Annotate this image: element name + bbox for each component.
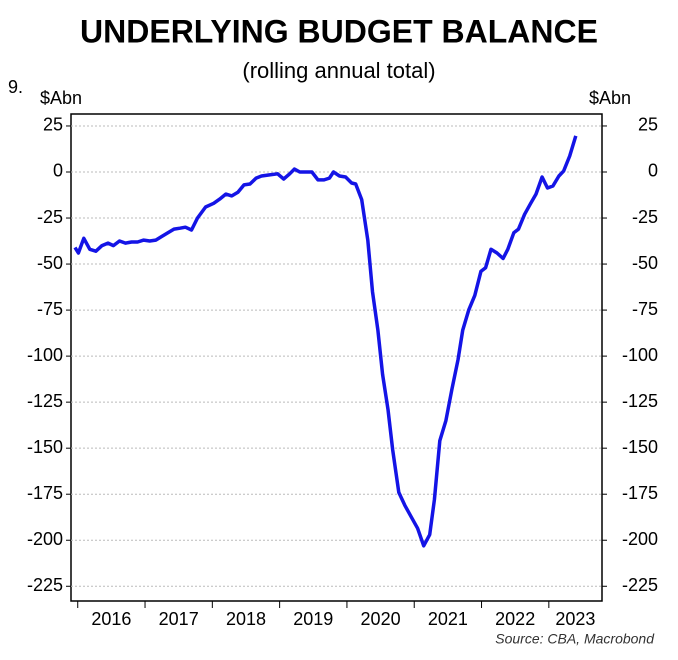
y-tick-label: 25 <box>43 115 63 135</box>
chart-title: UNDERLYING BUDGET BALANCE <box>80 13 598 49</box>
y2-axis-label: $Abn <box>589 88 631 108</box>
x-tick-label: 2022 <box>495 609 535 629</box>
line-series <box>73 135 578 548</box>
y2-tick-label: -25 <box>632 207 658 227</box>
y-tick-label: -150 <box>27 437 63 457</box>
y-tick-label: -75 <box>37 299 63 319</box>
y2-tick-label: -150 <box>622 437 658 457</box>
y2-tick-label: -75 <box>632 299 658 319</box>
y2-tick-label: -225 <box>622 575 658 595</box>
y-tick-label: -25 <box>37 207 63 227</box>
x-tick-label: 2018 <box>226 609 266 629</box>
y2-tick-label: -100 <box>622 345 658 365</box>
y2-tick-label: 25 <box>638 115 658 135</box>
y2-tick-label: -50 <box>632 253 658 273</box>
y-tick-label: -200 <box>27 529 63 549</box>
y-tick-label: -50 <box>37 253 63 273</box>
y-tick-label: 0 <box>53 161 63 181</box>
y-tick-label: -125 <box>27 391 63 411</box>
y-axis-label: $Abn <box>40 88 82 108</box>
plot-frame <box>70 113 603 602</box>
x-tick-label: 2016 <box>91 609 131 629</box>
y-tick-label: -100 <box>27 345 63 365</box>
chart-number: 9. <box>8 77 23 97</box>
x-tick-label: 2017 <box>159 609 199 629</box>
y2-tick-label: -175 <box>622 483 658 503</box>
y2-tick-label: -200 <box>622 529 658 549</box>
x-tick-label: 2020 <box>361 609 401 629</box>
y-tick-label: -225 <box>27 575 63 595</box>
source-note: Source: CBA, Macrobond <box>495 631 655 647</box>
x-tick-label: 2019 <box>293 609 333 629</box>
chart-subtitle: (rolling annual total) <box>242 58 435 83</box>
y2-tick-label: 0 <box>648 161 658 181</box>
y-tick-label: -175 <box>27 483 63 503</box>
x-tick-label: 2023 <box>555 609 595 629</box>
y2-tick-label: -125 <box>622 391 658 411</box>
x-tick-label: 2021 <box>428 609 468 629</box>
